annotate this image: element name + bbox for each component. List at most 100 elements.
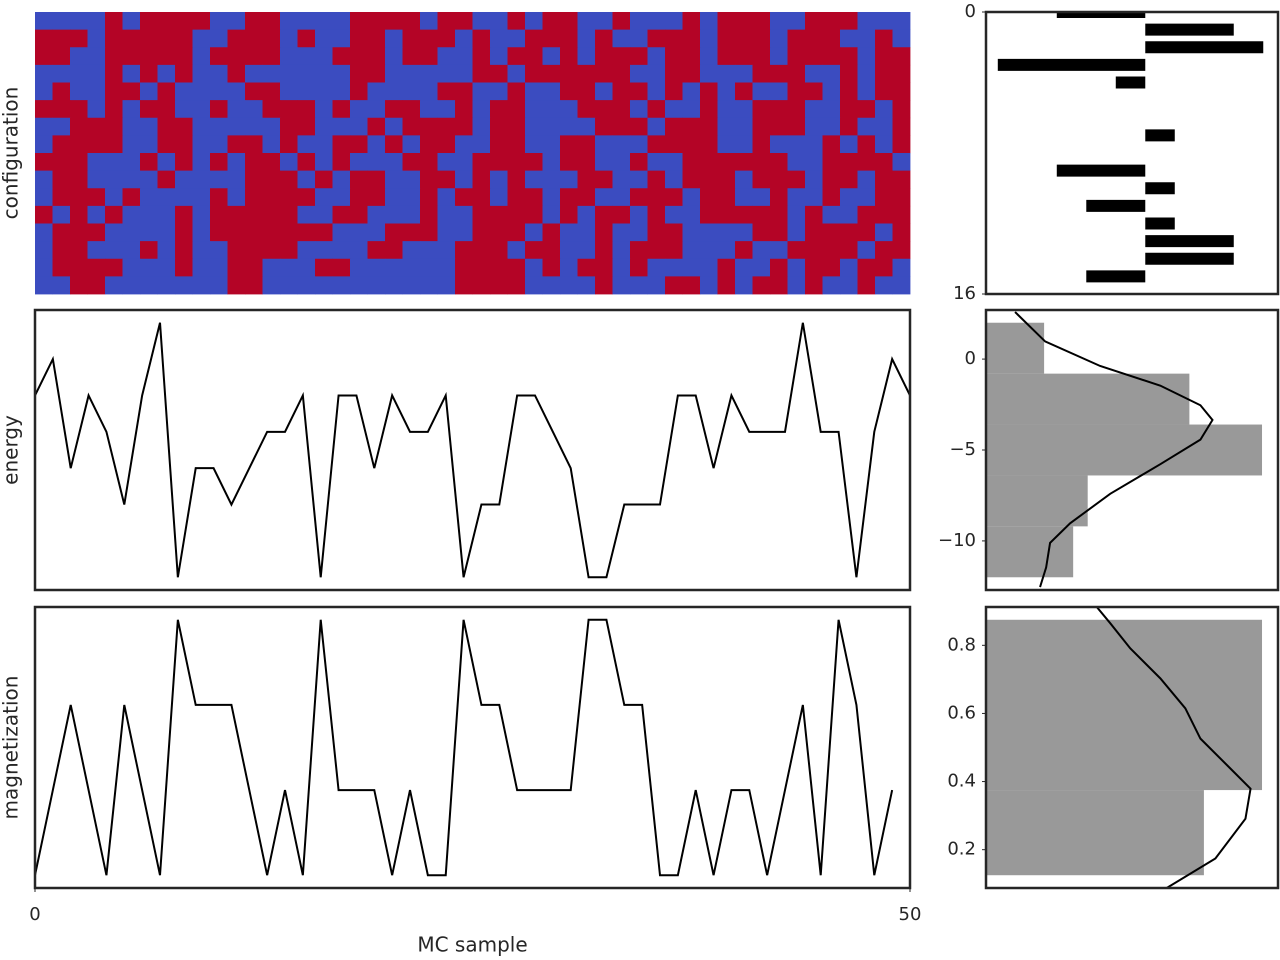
cell: [52, 135, 71, 154]
cell: [577, 188, 596, 207]
cell: [595, 64, 613, 83]
cell: [752, 82, 771, 101]
cell: [682, 64, 701, 83]
cell: [840, 258, 858, 277]
cell: [385, 276, 403, 295]
cell: [245, 241, 263, 260]
cell: [560, 258, 578, 277]
cell: [892, 64, 911, 83]
cell: [140, 258, 158, 277]
cell: [577, 12, 596, 31]
cell: [875, 188, 893, 207]
cell: [717, 12, 736, 31]
cell: [525, 188, 543, 207]
cell: [157, 223, 176, 242]
cell: [770, 153, 788, 172]
cell: [647, 29, 666, 48]
cell: [525, 82, 543, 101]
cell: [560, 241, 578, 260]
cell: [735, 135, 753, 154]
x-tick-label: 0: [29, 904, 40, 925]
cell: [612, 276, 631, 295]
cell: [665, 170, 683, 189]
cell: [35, 29, 53, 48]
bar: [997, 58, 1146, 71]
cell: [472, 170, 491, 189]
cell: [192, 170, 211, 189]
cell: [735, 12, 753, 31]
cell: [245, 47, 263, 66]
cell: [612, 258, 631, 277]
cell: [647, 82, 666, 101]
cell: [385, 205, 403, 224]
cell: [210, 276, 228, 295]
cell: [437, 12, 456, 31]
cell: [367, 205, 386, 224]
cell: [52, 205, 71, 224]
cell: [805, 276, 823, 295]
cell: [542, 47, 561, 66]
cell: [665, 12, 683, 31]
cell: [437, 64, 456, 83]
cell: [297, 64, 316, 83]
cell: [735, 241, 753, 260]
cell: [630, 258, 648, 277]
cell: [647, 153, 666, 172]
cell: [87, 188, 106, 207]
cell: [840, 153, 858, 172]
cell: [70, 223, 88, 242]
cell: [507, 258, 526, 277]
cell: [227, 29, 246, 48]
cell: [402, 29, 421, 48]
cell: [122, 205, 141, 224]
bar: [1145, 235, 1234, 248]
cell: [490, 100, 508, 119]
cell: [665, 153, 683, 172]
cell: [735, 64, 753, 83]
cell: [175, 258, 193, 277]
cell: [472, 12, 491, 31]
cell: [87, 117, 106, 136]
cell: [752, 241, 771, 260]
axes-frame: [984, 10, 1280, 296]
cell: [87, 12, 106, 31]
cell: [822, 64, 841, 83]
cell: [87, 47, 106, 66]
cell: [735, 29, 753, 48]
bar: [1086, 199, 1146, 212]
cell: [105, 170, 123, 189]
cell: [560, 117, 578, 136]
cell: [437, 82, 456, 101]
cell: [52, 82, 71, 101]
cell: [577, 170, 596, 189]
cell: [122, 135, 141, 154]
cell: [630, 205, 648, 224]
cell: [315, 117, 333, 136]
cell: [892, 223, 911, 242]
cell: [297, 153, 316, 172]
cell: [332, 135, 351, 154]
cell: [105, 188, 123, 207]
cell: [315, 205, 333, 224]
cell: [717, 64, 736, 83]
cell: [805, 117, 823, 136]
cell: [735, 153, 753, 172]
cell: [35, 12, 53, 31]
cell: [700, 82, 718, 101]
cell: [857, 12, 876, 31]
cell: [630, 153, 648, 172]
cell: [735, 258, 753, 277]
cell: [87, 205, 106, 224]
hist-bar: [986, 373, 1190, 425]
cell: [455, 47, 473, 66]
cell: [630, 223, 648, 242]
cell: [35, 276, 53, 295]
cell: [805, 170, 823, 189]
cell: [682, 170, 701, 189]
cell: [857, 258, 876, 277]
cell: [175, 100, 193, 119]
cell: [472, 241, 491, 260]
cell: [332, 241, 351, 260]
cell: [700, 276, 718, 295]
cell: [595, 170, 613, 189]
